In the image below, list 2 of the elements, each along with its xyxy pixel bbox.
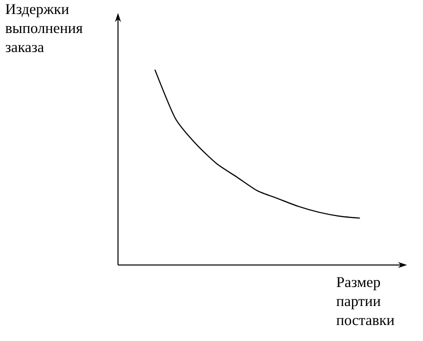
x-axis-title: Размер партии поставки (336, 277, 394, 326)
y-axis-title: Издержки выполнения заказа (5, 4, 83, 52)
